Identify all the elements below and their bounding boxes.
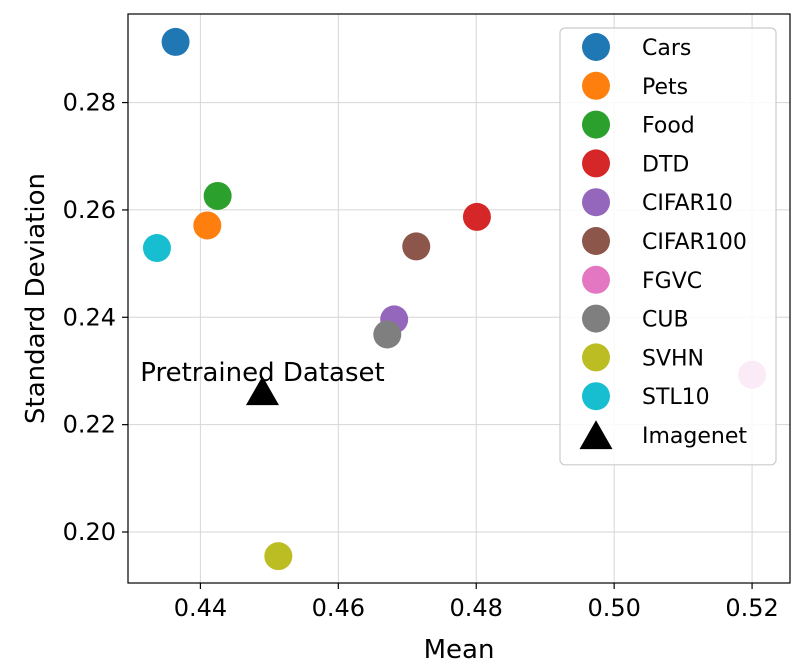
point-cifar100 xyxy=(402,232,431,261)
legend-label-fgvc: FGVC xyxy=(642,269,702,294)
legend-marker-stl10 xyxy=(582,382,610,411)
legend-marker-cars xyxy=(582,33,610,61)
legend-box xyxy=(559,27,777,466)
legend-label-cars: Cars xyxy=(642,36,691,61)
y-tick-label: 0.24 xyxy=(63,303,116,331)
legend-marker-food xyxy=(582,110,610,139)
legend-marker-cifar100 xyxy=(582,227,610,255)
point-imagenet xyxy=(245,376,279,406)
point-svhn xyxy=(264,542,293,571)
legend-marker-imagenet xyxy=(579,420,613,450)
point-cars xyxy=(161,27,190,56)
legend-label-cifar100: CIFAR100 xyxy=(642,230,747,255)
point-stl10 xyxy=(142,234,171,263)
x-tick-label: 0.50 xyxy=(587,594,640,622)
y-tick-label: 0.26 xyxy=(63,196,116,224)
legend-marker-pets xyxy=(582,71,610,100)
legend-label-stl10: STL10 xyxy=(642,385,710,410)
legend: Cars Pets Food DTD CIFAR10 CIFAR100 FGVC CUB SVH… xyxy=(559,27,777,466)
legend-label-food: Food xyxy=(642,114,695,139)
legend-label-pets: Pets xyxy=(642,75,688,100)
y-tick-label: 0.22 xyxy=(63,411,116,439)
plot-frame xyxy=(127,13,791,584)
legend-marker-fgvc xyxy=(582,265,610,294)
x-tick-label: 0.52 xyxy=(725,594,778,622)
axis-ticks: 0.44 0.46 0.48 0.50 0.52 0.20 0.22 0.24 0.26 0.28 xyxy=(63,89,779,622)
legend-marker-cub xyxy=(582,304,610,333)
y-tick-label: 0.28 xyxy=(63,89,116,117)
point-cub xyxy=(373,320,402,349)
legend-label-cifar10: CIFAR10 xyxy=(642,191,733,216)
y-tick-label: 0.20 xyxy=(63,518,116,546)
legend-label-imagenet: Imagenet xyxy=(642,424,747,449)
legend-marker-cifar10 xyxy=(582,188,610,217)
annotation-pretrained-dataset: Pretrained Dataset xyxy=(140,358,384,388)
x-tick-label: 0.46 xyxy=(312,594,365,622)
x-tick-label: 0.48 xyxy=(450,594,503,622)
x-axis-title: Mean xyxy=(424,635,495,665)
y-axis-title: Standard Deviation xyxy=(21,173,51,424)
legend-marker-dtd xyxy=(582,149,610,178)
legend-label-svhn: SVHN xyxy=(642,346,704,371)
x-tick-label: 0.44 xyxy=(174,594,227,622)
point-pets xyxy=(193,211,222,240)
legend-marker-svhn xyxy=(582,343,610,372)
point-food xyxy=(203,181,232,210)
legend-label-cub: CUB xyxy=(642,308,689,333)
legend-label-dtd: DTD xyxy=(642,152,689,177)
point-dtd xyxy=(462,202,491,231)
